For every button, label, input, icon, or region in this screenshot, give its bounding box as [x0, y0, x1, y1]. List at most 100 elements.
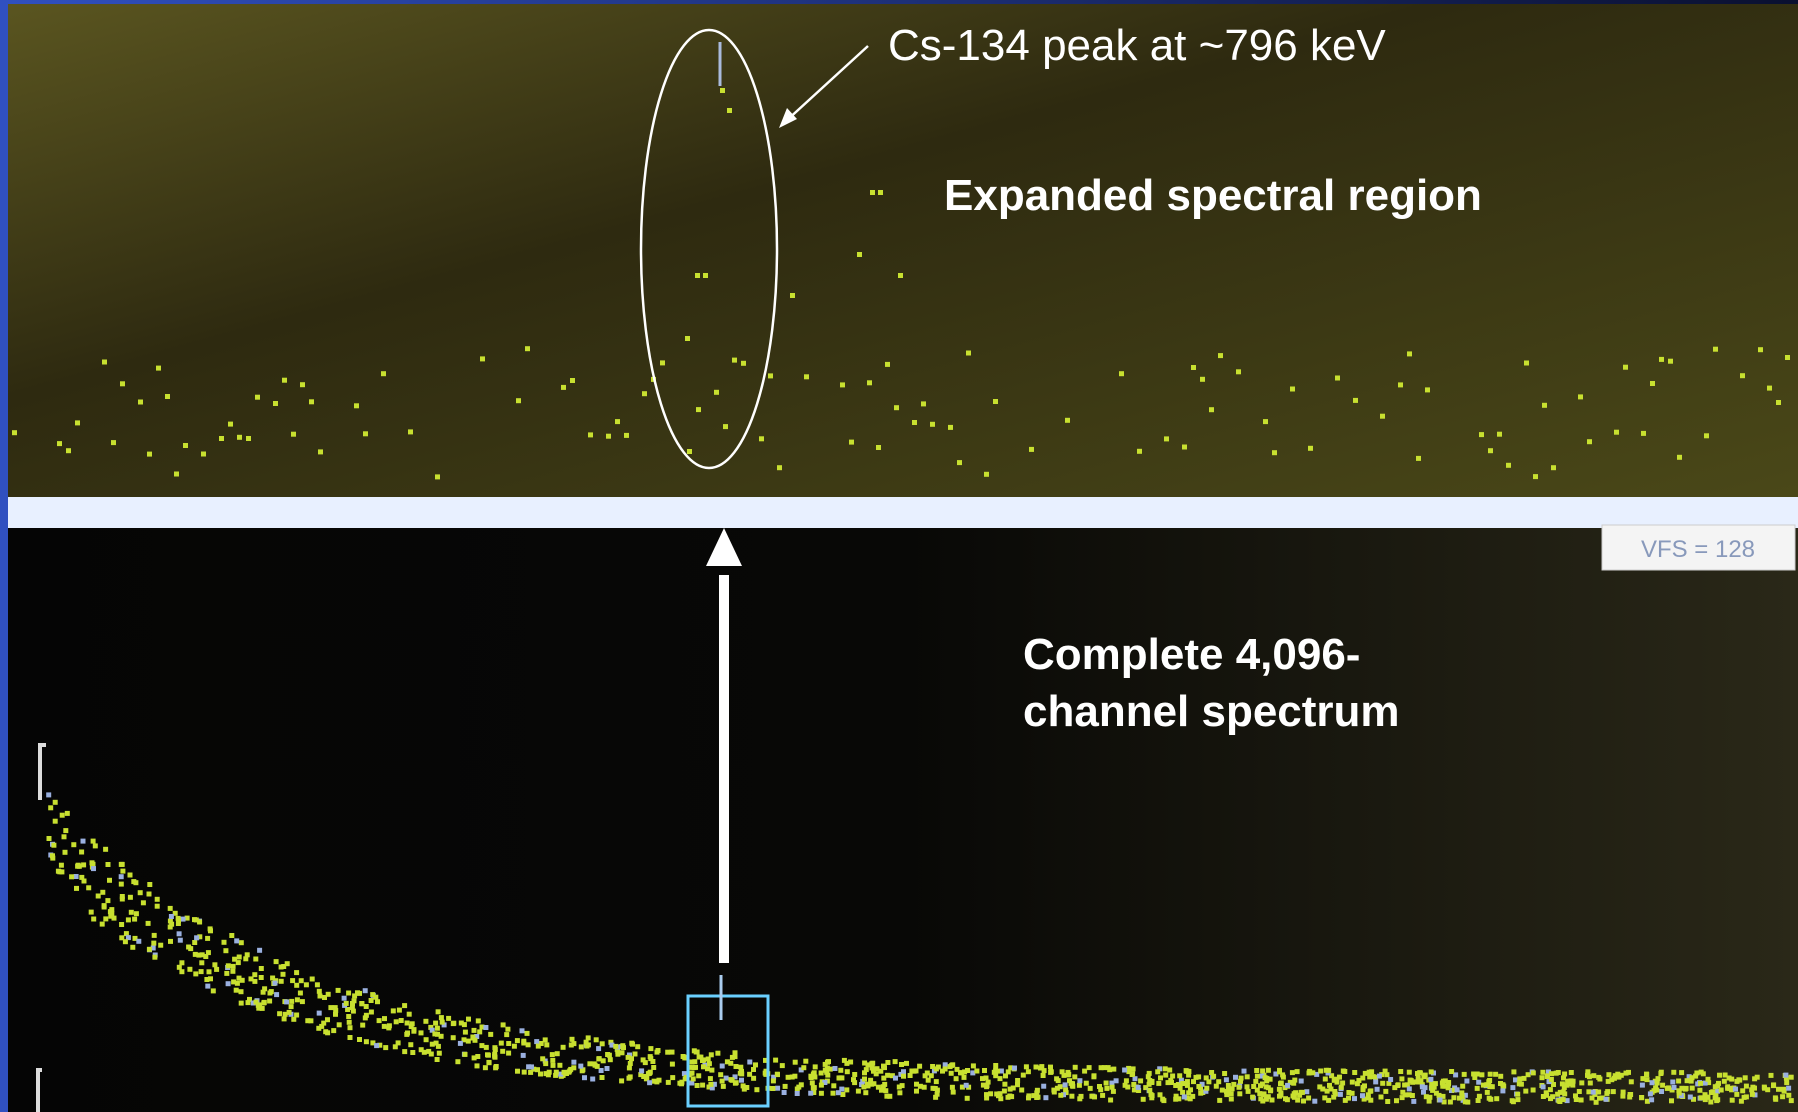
spectrum-dot [1161, 1098, 1166, 1103]
spectrum-dot [709, 1068, 714, 1073]
spectrum-dot [1291, 1094, 1296, 1099]
spectrum-dot [665, 1050, 670, 1055]
spectrum-dot [1577, 1089, 1582, 1094]
spectrum-dot [1465, 1100, 1470, 1105]
spectrum-dot [923, 1073, 928, 1078]
spectrum-dot [729, 1077, 734, 1082]
spectrum-dot [59, 863, 64, 868]
spectrum-dot [259, 966, 264, 971]
spectrum-dot [93, 843, 98, 848]
spectrum-dot [1579, 1098, 1584, 1103]
spectrum-dot [804, 374, 809, 379]
spectrum-dot [926, 1078, 931, 1083]
spectrum-dot [885, 362, 890, 367]
spectrum-dot [1147, 1078, 1152, 1083]
spectrum-dot [484, 1045, 489, 1050]
spectrum-dot [100, 890, 105, 895]
spectrum-dot [795, 1091, 800, 1096]
spectrum-dot [1648, 1091, 1653, 1096]
spectrum-dot [1254, 1068, 1259, 1073]
spectrum-dot [1494, 1096, 1499, 1101]
spectrum-dot [1363, 1071, 1368, 1076]
spectrum-dot [1237, 1085, 1242, 1090]
spectrum-dot [419, 1047, 424, 1052]
spectrum-dot [840, 382, 845, 387]
spectrum-dot [333, 1005, 338, 1010]
spectrum-dot [1789, 1098, 1794, 1103]
spectrum-dot [615, 419, 620, 424]
spectrum-dot [1487, 1084, 1492, 1089]
spectrum-dot [463, 1030, 468, 1035]
spectrum-dot [1137, 449, 1142, 454]
spectrum-dot [12, 430, 17, 435]
spectrum-dot [197, 920, 202, 925]
spectrum-dot [147, 892, 152, 897]
spectrum-dot [670, 1062, 675, 1067]
spectrum-dot [1170, 1074, 1175, 1079]
spectrum-dot [1640, 1076, 1645, 1081]
spectrum-dot [1231, 1082, 1236, 1087]
spectrum-dot [1188, 1087, 1193, 1092]
spectrum-dot [1072, 1074, 1077, 1079]
spectrum-dot [775, 1072, 780, 1077]
spectrum-dot [879, 1088, 884, 1093]
spectrum-dot [1693, 1074, 1698, 1079]
spectrum-dot [1479, 1072, 1484, 1077]
spectrum-dot [1416, 456, 1421, 461]
spectrum-dot [1077, 1078, 1082, 1083]
spectrum-dot [700, 1083, 705, 1088]
spectrum-dot [1375, 1087, 1380, 1092]
spectrum-dot [1222, 1071, 1227, 1076]
spectrum-dot [964, 1083, 969, 1088]
spectrum-dot [270, 976, 275, 981]
spectrum-dot [1156, 1081, 1161, 1086]
spectrum-dot [1629, 1079, 1634, 1084]
spectrum-dot [1277, 1094, 1282, 1099]
spectrum-dot [1455, 1087, 1460, 1092]
spectrum-dot [155, 904, 160, 909]
spectrum-dot [1697, 1088, 1702, 1093]
spectrum-dot [1782, 1089, 1787, 1094]
spectrum-dot [439, 1015, 444, 1020]
spectrum-dot [1398, 1069, 1403, 1074]
spectrum-dot [1182, 1094, 1187, 1099]
spectrum-dot [1783, 1073, 1788, 1078]
spectrum-dot [436, 1009, 441, 1014]
spectrum-dot [697, 1055, 702, 1060]
spectrum-dot [1218, 353, 1223, 358]
spectrum-dot [364, 1013, 369, 1018]
spectrum-dot [899, 1062, 904, 1067]
spectrum-dot [1377, 1074, 1382, 1079]
spectrum-dot [670, 1075, 675, 1080]
spectrum-dot [707, 1061, 712, 1066]
spectrum-dot [305, 1018, 310, 1023]
spectrum-dot [192, 940, 197, 945]
spectrum-dot [538, 1072, 543, 1077]
spectrum-dot [382, 1024, 387, 1029]
spectrum-dot [294, 983, 299, 988]
spectrum-dot [727, 108, 732, 113]
spectrum-dot [1740, 373, 1745, 378]
spectrum-photo: VFS = 128 Cs-134 peak at ~796 keV Expand… [0, 0, 1798, 1112]
spectrum-dot [477, 1029, 482, 1034]
spectrum-dot [355, 990, 360, 995]
spectrum-dot [670, 1050, 675, 1055]
spectrum-dot [152, 955, 157, 960]
spectrum-dot [47, 836, 52, 841]
spectrum-dot [839, 1075, 844, 1080]
spectrum-dot [259, 975, 264, 980]
spectrum-dot [1245, 1074, 1250, 1079]
spectrum-dot [770, 1086, 775, 1091]
spectrum-dot [882, 1082, 887, 1087]
spectrum-dot [885, 1060, 890, 1065]
spectrum-dot [1606, 1079, 1611, 1084]
spectrum-dot [914, 1082, 919, 1087]
spectrum-dot [900, 1083, 905, 1088]
spectrum-dot [803, 1059, 808, 1064]
spectrum-dot [1353, 398, 1358, 403]
spectrum-dot [1402, 1083, 1407, 1088]
spectrum-dot [703, 273, 708, 278]
spectrum-dot [1540, 1070, 1545, 1075]
spectrum-dot [231, 964, 236, 969]
spectrum-dot [69, 874, 74, 879]
